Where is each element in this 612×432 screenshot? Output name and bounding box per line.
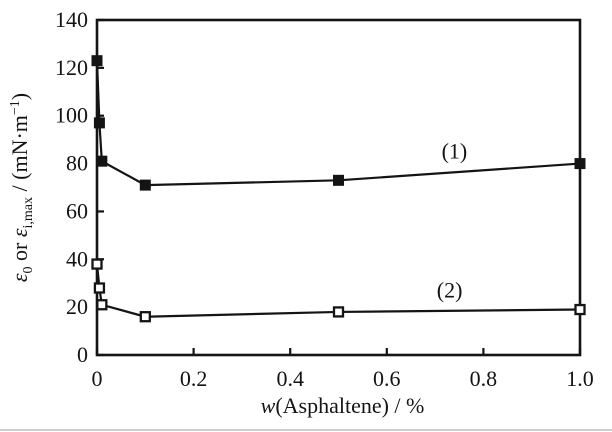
y-tick-label: 60 [66, 198, 88, 223]
series-2-marker-open-square [574, 303, 586, 316]
series-1-marker-filled-square [91, 55, 103, 67]
series-2-label: (2) [437, 277, 463, 302]
y-tick-label: 140 [55, 7, 88, 32]
y-tick-label: 20 [66, 294, 88, 319]
x-tick-label: 0 [92, 366, 103, 391]
x-tick-label: 0.2 [180, 366, 208, 391]
series-1-marker-filled-square [139, 179, 151, 191]
x-tick-label: 1.0 [566, 366, 594, 391]
series-2-marker-open-square [139, 311, 151, 323]
x-tick-label: 0.8 [470, 366, 498, 391]
series-1-marker-filled-square [96, 155, 108, 167]
x-axis-title: w(Asphaltene) / % [261, 393, 425, 418]
series-2-marker-open-square [91, 258, 103, 270]
plot-frame [95, 18, 582, 357]
series-2-marker-open-square [93, 282, 106, 294]
series-2-marker-open-square [96, 299, 108, 311]
series-1-marker-filled-square [574, 158, 586, 170]
series-1-marker-filled-square [333, 174, 344, 186]
y-tick-label: 0 [77, 342, 88, 367]
y-tick-label: 120 [55, 55, 88, 80]
y-axis-title: ε0 or εi,max / (mN·m−1) [7, 93, 36, 282]
x-tick-label: 0.4 [276, 366, 304, 391]
y-tick-label: 40 [66, 246, 88, 271]
series-1-marker-filled-square [93, 117, 105, 129]
x-tick-label: 0.6 [373, 366, 401, 391]
scan-artifact-line [0, 429, 612, 431]
series-1-line [95, 60, 581, 187]
y-tick-label: 80 [66, 151, 88, 176]
series-1-label: (1) [442, 139, 468, 164]
series-2-marker-open-square [332, 306, 345, 318]
y-tick-label: 100 [55, 103, 88, 128]
